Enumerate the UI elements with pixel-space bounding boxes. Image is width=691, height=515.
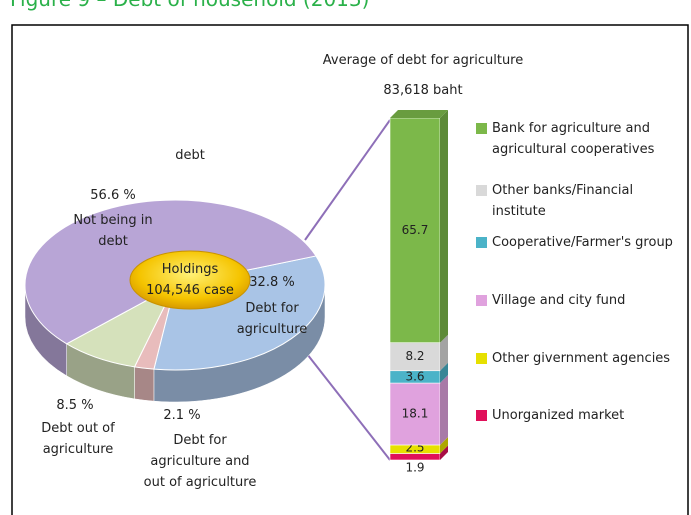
- bar-side: [440, 436, 448, 454]
- bar-segment: [389, 117, 441, 343]
- slice-label: Debt out of agriculture: [41, 421, 115, 457]
- slice-label: Not being in debt: [73, 213, 153, 249]
- center-badge: [129, 250, 251, 310]
- bar-side: [440, 362, 448, 384]
- legend-swatch: [476, 237, 487, 248]
- pie-title: debt: [175, 148, 205, 163]
- bar-side: [440, 110, 448, 343]
- value-label: 8.2: [405, 349, 424, 363]
- bar-subtitle: 83,618 baht: [383, 83, 463, 98]
- legend-label: Bank for agriculture and agricultural co…: [492, 121, 655, 157]
- value-label: 1.9: [405, 461, 424, 475]
- connector: [299, 344, 391, 461]
- annotation: Holdings: [162, 262, 219, 277]
- bar-side: [440, 334, 448, 371]
- legend-swatch: [476, 410, 487, 421]
- figure-title: Figure 9 – Debt of household (2013): [10, 0, 369, 11]
- legend-label: Unorganized market: [492, 408, 625, 423]
- value-label: 3.6: [405, 369, 424, 383]
- bar-side: [440, 375, 448, 445]
- legend-swatch: [476, 123, 487, 134]
- bar-top: [390, 110, 448, 118]
- value-label: 56.6 %: [90, 188, 136, 203]
- legend-swatch: [476, 295, 487, 306]
- annotation: 104,546 case: [146, 283, 234, 298]
- connector: [304, 119, 391, 241]
- bar-side: [440, 445, 448, 460]
- slice-label: Debt for agriculture: [236, 301, 308, 337]
- frame: [11, 24, 689, 515]
- bar-title: Average of debt for agriculture: [322, 53, 524, 68]
- bar-segment: [389, 342, 441, 372]
- legend-label: Other banks/Financial institute: [492, 183, 634, 219]
- value-label: 18.1: [402, 407, 429, 421]
- legend-label: Other givernment agencies: [492, 351, 671, 366]
- legend-swatch: [476, 185, 487, 196]
- value-label: 65.7: [402, 223, 429, 237]
- legend-label: Village and city fund: [492, 293, 626, 308]
- legend-swatch: [476, 353, 487, 364]
- value-label: 8.5 %: [56, 398, 94, 413]
- value-label: 2.1 %: [163, 408, 201, 423]
- legend-label: Cooperative/Farmer's group: [492, 235, 673, 250]
- slice-label: Debt for agriculture and out of agricult…: [143, 433, 257, 490]
- pie-side: [134, 366, 155, 402]
- value-label: 32.8 %: [249, 275, 295, 290]
